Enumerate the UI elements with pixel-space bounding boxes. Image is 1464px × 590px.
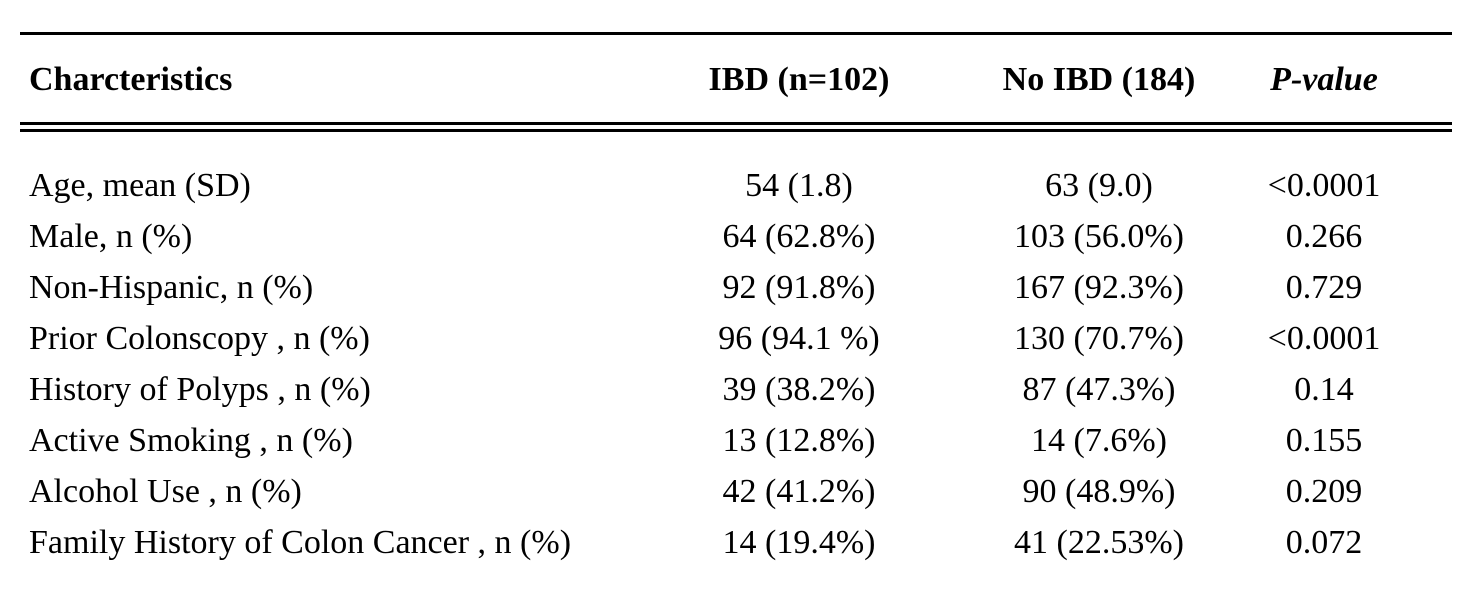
ibd-value: 92 (91.8%) xyxy=(722,269,876,306)
row-label: Family History of Colon Cancer , n (%) xyxy=(29,524,572,561)
header-double-rule-lower xyxy=(20,129,1452,132)
p-value: <0.0001 xyxy=(1267,320,1381,357)
table-row: Male, n (%) 64 (62.8%) 103 (56.0%) 0.266 xyxy=(0,217,1464,257)
no-ibd-value: 167 (92.3%) xyxy=(1014,269,1184,306)
no-ibd-value: 103 (56.0%) xyxy=(1014,218,1184,255)
p-value: 0.14 xyxy=(1294,371,1354,408)
table-row: Prior Colonscopy , n (%) 96 (94.1 %) 130… xyxy=(0,319,1464,359)
p-value: <0.0001 xyxy=(1267,167,1381,204)
header-ibd: IBD (n=102) xyxy=(708,61,890,98)
ibd-value: 14 (19.4%) xyxy=(722,524,876,561)
header-characteristics: Charcteristics xyxy=(29,61,233,98)
ibd-value: 13 (12.8%) xyxy=(722,422,876,459)
p-value: 0.266 xyxy=(1285,218,1363,255)
no-ibd-value: 14 (7.6%) xyxy=(1031,422,1167,459)
table-row: Family History of Colon Cancer , n (%) 1… xyxy=(0,523,1464,563)
table-row: Active Smoking , n (%) 13 (12.8%) 14 (7.… xyxy=(0,421,1464,461)
p-value: 0.072 xyxy=(1285,524,1363,561)
row-label: Prior Colonscopy , n (%) xyxy=(29,320,370,357)
p-value: 0.209 xyxy=(1285,473,1363,510)
header-no-ibd: No IBD (184) xyxy=(1002,61,1196,98)
row-label: Non-Hispanic, n (%) xyxy=(29,269,314,306)
table-row: History of Polyps , n (%) 39 (38.2%) 87 … xyxy=(0,370,1464,410)
row-label: Age, mean (SD) xyxy=(29,167,251,204)
header-p-value: P-value xyxy=(1270,61,1378,98)
ibd-value: 39 (38.2%) xyxy=(722,371,876,408)
p-value: 0.155 xyxy=(1285,422,1363,459)
row-label: Active Smoking , n (%) xyxy=(29,422,353,459)
row-label: History of Polyps , n (%) xyxy=(29,371,371,408)
table-row: Non-Hispanic, n (%) 92 (91.8%) 167 (92.3… xyxy=(0,268,1464,308)
no-ibd-value: 87 (47.3%) xyxy=(1022,371,1176,408)
row-label: Male, n (%) xyxy=(29,218,193,255)
header-double-rule-upper xyxy=(20,122,1452,125)
ibd-value: 42 (41.2%) xyxy=(722,473,876,510)
ibd-value: 64 (62.8%) xyxy=(722,218,876,255)
ibd-value: 96 (94.1 %) xyxy=(718,320,880,357)
no-ibd-value: 63 (9.0) xyxy=(1045,167,1153,204)
no-ibd-value: 130 (70.7%) xyxy=(1014,320,1184,357)
no-ibd-value: 90 (48.9%) xyxy=(1022,473,1176,510)
row-label: Alcohol Use , n (%) xyxy=(29,473,302,510)
table-top-rule xyxy=(20,32,1452,35)
p-value: 0.729 xyxy=(1285,269,1363,306)
table-row: Alcohol Use , n (%) 42 (41.2%) 90 (48.9%… xyxy=(0,472,1464,512)
ibd-value: 54 (1.8) xyxy=(745,167,853,204)
table-row: Age, mean (SD) 54 (1.8) 63 (9.0) <0.0001 xyxy=(0,166,1464,206)
no-ibd-value: 41 (22.53%) xyxy=(1014,524,1184,561)
